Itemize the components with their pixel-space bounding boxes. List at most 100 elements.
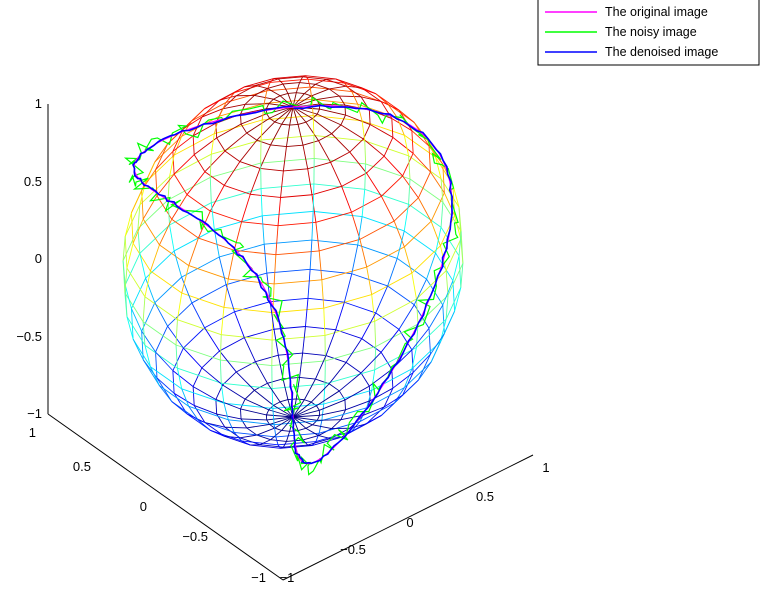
- sphere-longitude-segment: [220, 307, 225, 335]
- sphere-latitude-segment: [155, 325, 168, 353]
- sphere-longitude-segment: [213, 116, 220, 134]
- sphere-longitude-segment: [311, 194, 317, 223]
- sphere-longitude-segment: [215, 399, 241, 410]
- sphere-longitude-segment: [235, 371, 255, 391]
- x-tick-label: 0: [406, 515, 413, 530]
- sphere-latitude-segment: [323, 294, 372, 309]
- sphere-longitude-segment: [210, 202, 215, 230]
- sphere-longitude-segment: [240, 408, 267, 416]
- sphere-latitude-segment: [393, 197, 419, 222]
- sphere-longitude-segment: [387, 258, 398, 287]
- sphere-longitude-segment: [331, 133, 351, 153]
- sphere-latitude-segment: [302, 435, 319, 441]
- sphere-latitude-segment: [222, 371, 237, 386]
- sphere-longitude-segment: [440, 202, 444, 228]
- sphere-longitude-segment: [307, 79, 311, 88]
- sphere-longitude-segment: [292, 416, 313, 426]
- sphere-longitude-segment: [222, 103, 246, 110]
- sphere-longitude-segment: [186, 171, 206, 195]
- sphere-longitude-segment: [360, 351, 382, 374]
- sphere-longitude-segment: [191, 108, 205, 122]
- sphere-latitude-segment: [272, 335, 325, 341]
- sphere-longitude-segment: [254, 389, 274, 406]
- sphere-longitude-segment: [275, 436, 279, 445]
- sphere-longitude-segment: [351, 212, 361, 240]
- sphere-longitude-segment: [260, 119, 263, 141]
- sphere-longitude-segment: [273, 77, 279, 80]
- sphere-longitude-segment: [124, 292, 128, 317]
- sphere-longitude-segment: [316, 95, 340, 101]
- sphere-longitude-segment: [171, 401, 188, 415]
- sphere-longitude-segment: [335, 302, 345, 330]
- sphere-latitude-segment: [442, 164, 445, 193]
- sphere-longitude-segment: [145, 278, 156, 303]
- sphere-latitude-segment: [280, 194, 313, 198]
- sphere-longitude-segment: [366, 266, 373, 295]
- sphere-latitude-segment: [305, 424, 313, 429]
- sphere-longitude-segment: [344, 385, 370, 401]
- sphere-latitude-segment: [172, 151, 175, 175]
- z-tick-label: −0.5: [16, 329, 42, 344]
- sphere-longitude-segment: [319, 108, 346, 116]
- sphere-longitude-segment: [413, 278, 427, 305]
- sphere-latitude-segment: [396, 258, 427, 280]
- sphere-latitude-segment: [351, 195, 382, 213]
- sphere-longitude-segment: [371, 369, 376, 391]
- sphere-latitude-segment: [278, 76, 303, 80]
- sphere-longitude-segment: [210, 429, 225, 437]
- sphere-longitude-segment: [287, 93, 294, 108]
- sphere-latitude-segment: [445, 287, 462, 320]
- sphere-latitude-segment: [240, 123, 248, 134]
- sphere-longitude-segment: [173, 250, 183, 278]
- sphere-latitude-segment: [214, 119, 263, 135]
- sphere-latitude-segment: [282, 82, 300, 85]
- sphere-longitude-segment: [175, 344, 178, 369]
- sphere-longitude-segment: [357, 216, 363, 246]
- sphere-longitude-segment: [426, 252, 436, 280]
- sphere-latitude-segment: [318, 428, 332, 436]
- sphere-longitude-segment: [277, 444, 281, 449]
- sphere-longitude-segment: [259, 439, 271, 446]
- sphere-longitude-segment: [295, 377, 300, 399]
- sphere-latitude-segment: [240, 418, 248, 429]
- sphere-latitude-segment: [416, 318, 447, 348]
- sphere-latitude-segment: [221, 334, 273, 341]
- sphere-longitude-segment: [454, 287, 462, 312]
- sphere-latitude-segment: [250, 444, 281, 449]
- sphere-latitude-segment: [279, 399, 289, 403]
- x-tick-label: −0.5: [340, 542, 366, 557]
- sphere-latitude-segment: [223, 306, 273, 314]
- sphere-latitude-segment: [222, 95, 237, 110]
- sphere-longitude-segment: [435, 227, 442, 254]
- y-tick-label: −0.5: [182, 529, 208, 544]
- y-axis-line: [47, 413, 284, 581]
- sphere-longitude-segment: [302, 145, 309, 169]
- sphere-longitude-segment: [380, 196, 395, 222]
- sphere-longitude-segment: [156, 377, 175, 394]
- sphere-latitude-segment: [328, 88, 340, 97]
- sphere-longitude-segment: [403, 204, 410, 232]
- sphere-latitude-segment: [411, 349, 414, 373]
- sphere-longitude-segment: [246, 423, 270, 429]
- sphere-latitude-segment: [274, 427, 282, 431]
- sphere-longitude-segment: [243, 337, 256, 362]
- sphere-longitude-segment: [259, 144, 271, 169]
- sphere-longitude-segment: [292, 405, 317, 418]
- sphere-latitude-segment: [311, 239, 358, 246]
- sphere-longitude-segment: [357, 104, 363, 121]
- sphere-latitude-segment: [156, 377, 173, 402]
- sphere-longitude-segment: [192, 386, 217, 400]
- sphere-latitude-segment: [402, 153, 414, 177]
- sphere-latitude-segment: [344, 399, 346, 410]
- sphere-longitude-segment: [428, 304, 444, 329]
- sphere-longitude-segment: [201, 367, 223, 386]
- sphere-longitude-segment: [267, 88, 281, 97]
- sphere-longitude-segment: [303, 378, 316, 400]
- sphere-longitude-segment: [142, 296, 146, 322]
- sphere-latitude-segment: [435, 252, 454, 281]
- sphere-latitude-segment: [172, 347, 184, 371]
- sphere-longitude-segment: [246, 117, 270, 134]
- sphere-latitude-segment: [159, 385, 190, 407]
- sphere-latitude-segment: [440, 215, 455, 246]
- sphere-longitude-segment: [216, 413, 242, 420]
